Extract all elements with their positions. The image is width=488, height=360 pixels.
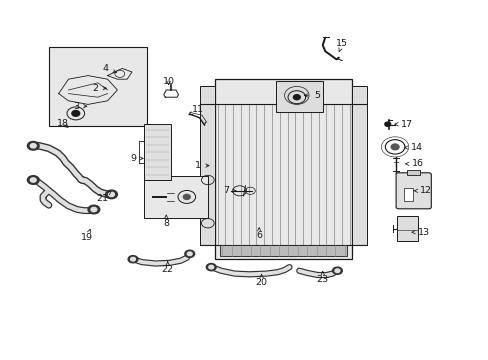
Text: 9: 9 bbox=[130, 154, 143, 163]
Text: 13: 13 bbox=[411, 228, 429, 237]
Text: 15: 15 bbox=[336, 40, 347, 51]
Text: 18: 18 bbox=[57, 118, 68, 127]
Circle shape bbox=[208, 265, 213, 269]
Circle shape bbox=[187, 252, 192, 256]
Bar bbox=[404, 188, 412, 201]
Circle shape bbox=[130, 257, 135, 261]
Text: 23: 23 bbox=[316, 271, 328, 284]
Circle shape bbox=[183, 194, 190, 199]
Bar bbox=[49, 47, 146, 126]
Text: 17: 17 bbox=[394, 120, 412, 129]
Circle shape bbox=[384, 122, 390, 126]
Text: 11: 11 bbox=[188, 105, 203, 115]
Text: 2: 2 bbox=[92, 84, 106, 93]
Circle shape bbox=[72, 111, 80, 116]
Circle shape bbox=[390, 144, 398, 150]
Text: 10: 10 bbox=[163, 77, 174, 85]
Circle shape bbox=[27, 141, 39, 150]
FancyBboxPatch shape bbox=[395, 173, 430, 209]
Bar bbox=[276, 81, 322, 112]
Text: 8: 8 bbox=[163, 215, 169, 228]
Text: 16: 16 bbox=[405, 159, 423, 168]
Bar bbox=[351, 86, 366, 245]
Circle shape bbox=[27, 176, 39, 184]
Circle shape bbox=[128, 256, 138, 263]
Circle shape bbox=[108, 192, 114, 197]
Text: 1: 1 bbox=[195, 161, 209, 170]
Text: 5: 5 bbox=[304, 91, 319, 100]
Text: 19: 19 bbox=[81, 229, 93, 242]
Circle shape bbox=[88, 205, 100, 214]
Bar bbox=[144, 176, 207, 218]
Text: 14: 14 bbox=[404, 143, 422, 152]
Circle shape bbox=[332, 267, 342, 274]
Text: 7: 7 bbox=[223, 186, 236, 195]
Text: 21: 21 bbox=[97, 191, 111, 203]
Bar bbox=[200, 86, 215, 245]
Bar bbox=[220, 245, 346, 256]
Text: 4: 4 bbox=[102, 64, 116, 73]
Text: 3: 3 bbox=[73, 102, 87, 111]
Circle shape bbox=[334, 269, 339, 273]
Text: 20: 20 bbox=[255, 274, 267, 287]
Circle shape bbox=[91, 207, 97, 212]
Circle shape bbox=[293, 95, 300, 100]
Circle shape bbox=[206, 264, 216, 271]
Bar bbox=[407, 170, 419, 175]
Text: 12: 12 bbox=[413, 186, 430, 195]
Circle shape bbox=[30, 144, 36, 148]
Circle shape bbox=[105, 190, 117, 199]
Text: 22: 22 bbox=[162, 262, 173, 274]
Text: 6: 6 bbox=[256, 228, 262, 240]
Bar bbox=[215, 79, 351, 259]
Circle shape bbox=[184, 250, 194, 257]
Bar bbox=[144, 124, 171, 180]
Bar bbox=[396, 216, 417, 241]
Circle shape bbox=[30, 178, 36, 182]
